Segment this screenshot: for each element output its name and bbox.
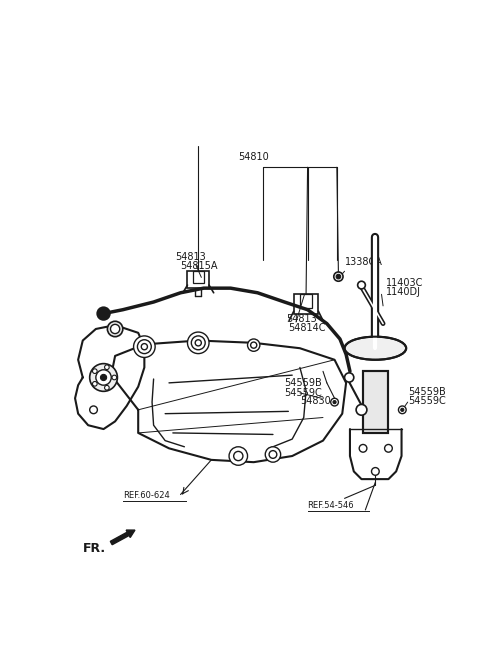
Bar [188, 271, 209, 288]
Text: 1140DJ: 1140DJ [386, 287, 421, 297]
Circle shape [372, 468, 379, 475]
Circle shape [100, 375, 107, 380]
Circle shape [195, 340, 201, 346]
Text: 54559C: 54559C [285, 388, 322, 398]
Circle shape [359, 445, 367, 452]
Circle shape [108, 321, 123, 337]
Text: REF.54-546: REF.54-546 [308, 501, 354, 510]
Circle shape [358, 281, 365, 289]
Circle shape [133, 336, 155, 358]
Circle shape [141, 343, 148, 350]
Circle shape [384, 445, 392, 452]
Text: 54814C: 54814C [288, 323, 326, 333]
Circle shape [192, 337, 204, 349]
Text: 54559B: 54559B [285, 379, 322, 388]
Ellipse shape [345, 337, 406, 359]
Circle shape [137, 340, 151, 354]
Circle shape [334, 272, 343, 281]
Circle shape [269, 451, 277, 459]
Circle shape [333, 401, 336, 403]
Circle shape [356, 405, 367, 415]
Bar [193, 271, 204, 283]
Circle shape [90, 406, 97, 414]
Circle shape [110, 324, 120, 334]
Text: 54813: 54813 [286, 314, 317, 323]
Text: REF.60-624: REF.60-624 [123, 491, 169, 500]
Circle shape [234, 451, 243, 461]
Circle shape [105, 365, 109, 369]
Circle shape [137, 339, 152, 354]
Circle shape [96, 370, 111, 385]
Circle shape [105, 386, 109, 390]
Circle shape [331, 398, 338, 406]
Text: 54810: 54810 [239, 152, 269, 162]
Text: 54815A: 54815A [180, 261, 218, 271]
Circle shape [188, 332, 209, 354]
Bar [300, 295, 312, 308]
Circle shape [141, 344, 147, 350]
Bar [363, 371, 388, 433]
Text: 54813: 54813 [175, 252, 206, 262]
Text: 54559B: 54559B [408, 387, 445, 397]
Text: 1338CA: 1338CA [345, 257, 383, 268]
Circle shape [251, 342, 257, 348]
Circle shape [192, 336, 205, 350]
Circle shape [97, 308, 110, 319]
Circle shape [401, 408, 404, 411]
Text: 54559C: 54559C [408, 396, 445, 406]
Bar [363, 371, 388, 433]
Circle shape [93, 382, 97, 386]
Circle shape [336, 274, 341, 279]
Circle shape [398, 406, 406, 414]
Text: 11403C: 11403C [386, 278, 423, 288]
Circle shape [195, 340, 201, 346]
Circle shape [90, 363, 118, 392]
Circle shape [265, 447, 281, 462]
Bar [294, 295, 318, 314]
Circle shape [345, 373, 354, 382]
Text: FR.: FR. [83, 542, 106, 555]
Text: 54830: 54830 [300, 396, 331, 406]
Circle shape [112, 375, 117, 380]
Circle shape [229, 447, 248, 465]
FancyArrow shape [110, 530, 135, 544]
Circle shape [93, 369, 97, 373]
Circle shape [248, 339, 260, 352]
